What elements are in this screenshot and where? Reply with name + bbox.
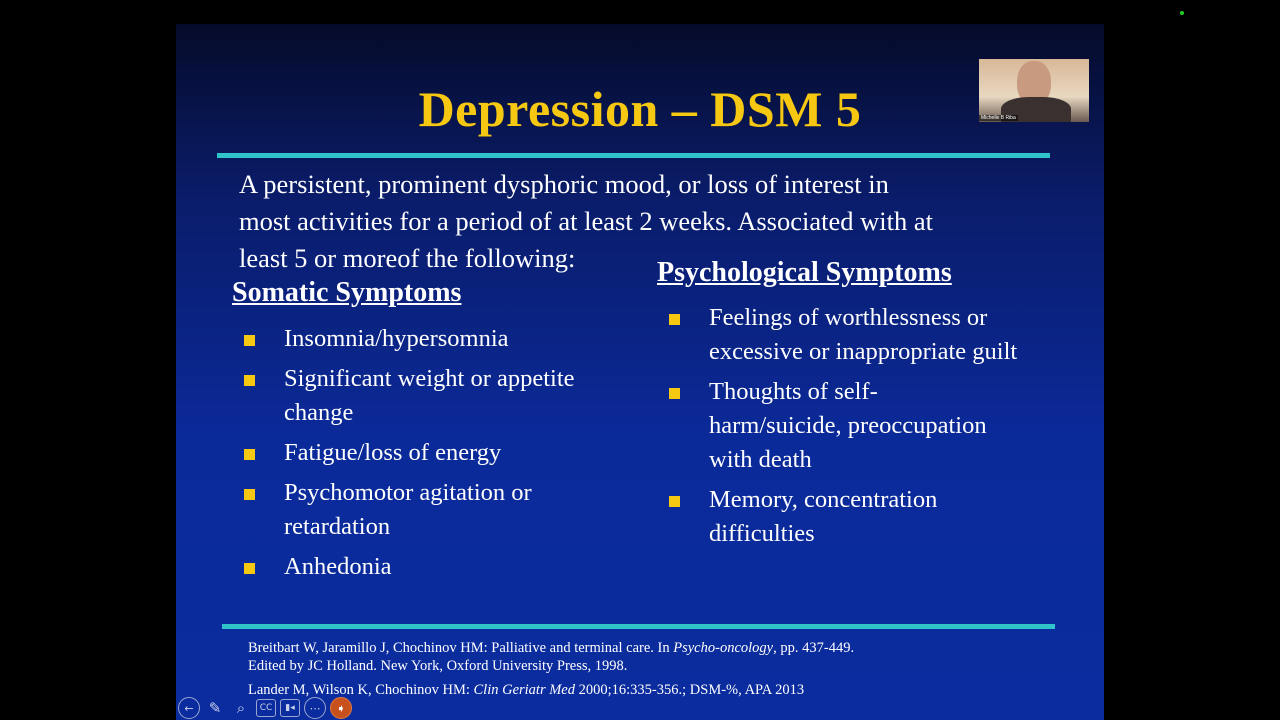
ref-text: Lander M, Wilson K, Chochinov HM: (248, 682, 474, 698)
ref-journal: Psycho-oncology (673, 640, 774, 656)
intro-line: least 5 or moreof the following: (239, 243, 576, 273)
bullet-item: Significant weight or appetite change (244, 362, 624, 430)
presentation-slide: Depression – DSM 5 A persistent, promine… (176, 24, 1104, 720)
bullet-item: Insomnia/hypersomnia (244, 322, 624, 356)
title-divider (217, 153, 1050, 158)
zoom-icon[interactable]: ⌕ (236, 699, 246, 717)
intro-text: A persistent, prominent dysphoric mood, … (239, 166, 933, 277)
status-dot (1180, 11, 1184, 15)
intro-line: most activities for a period of at least… (239, 206, 933, 236)
bullet-text: excessive or inappropriate guilt (709, 338, 1018, 365)
bullet-square-icon (244, 335, 255, 346)
bullet-square-icon (244, 375, 255, 386)
bullet-square-icon (244, 563, 255, 574)
reference-2: Lander M, Wilson K, Chochinov HM: Clin G… (248, 681, 804, 699)
ref-text: Edited by JC Holland. New York, Oxford U… (248, 658, 628, 674)
ref-text: 2000;16:335-356.; DSM-%, APA 2013 (575, 682, 805, 698)
bullet-text: Significant weight or appetite (284, 365, 575, 392)
ref-text: Breitbart W, Jaramillo J, Chochinov HM: … (248, 640, 674, 656)
bullet-text: with death (709, 446, 812, 473)
bullet-square-icon (669, 496, 680, 507)
psychological-heading: Psychological Symptoms (657, 257, 952, 288)
bullet-text: Memory, concentration (709, 486, 938, 513)
slide-title: Depression – DSM 5 (418, 81, 862, 137)
captions-icon[interactable]: CC (256, 699, 276, 717)
bullet-text: difficulties (709, 520, 815, 547)
presenter-name: Michelle B Riba (979, 115, 1018, 121)
back-icon[interactable]: ← (178, 697, 200, 719)
bullet-square-icon (244, 449, 255, 460)
bullet-square-icon (244, 489, 255, 500)
bullet-text: retardation (284, 513, 391, 540)
slideshow-toolbar: ← ✎ ⌕ CC ▮◂ ⋯ ➧ (178, 697, 352, 719)
bullet-text: Anhedonia (284, 553, 392, 580)
bullet-item: Thoughts of self-harm/suicide, preoccupa… (669, 375, 1069, 477)
bullet-item: Feelings of worthlessness or excessive or… (669, 301, 1069, 369)
bullet-item: Memory, concentration difficulties (669, 483, 1069, 551)
bullet-text: Feelings of worthlessness or (709, 304, 988, 331)
more-icon[interactable]: ⋯ (304, 697, 326, 719)
bullet-square-icon (669, 314, 680, 325)
webcam-thumbnail[interactable]: Michelle B Riba (979, 59, 1089, 122)
bullet-text: Thoughts of self- (709, 378, 878, 405)
bullet-text: Psychomotor agitation or (284, 479, 532, 506)
bullet-item: Fatigue/loss of energy (244, 436, 624, 470)
psychological-list: Feelings of worthlessness or excessive or… (669, 301, 1069, 557)
reference-1: Breitbart W, Jaramillo J, Chochinov HM: … (248, 639, 854, 675)
pointer-icon[interactable]: ➧ (330, 697, 352, 719)
bullet-item: Psychomotor agitation or retardation (244, 476, 624, 544)
bullet-text: Fatigue/loss of energy (284, 439, 502, 466)
ref-text: , pp. 437-449. (773, 640, 855, 656)
somatic-list: Insomnia/hypersomnia Significant weight o… (244, 322, 624, 590)
bullet-item: Anhedonia (244, 550, 624, 584)
intro-line: A persistent, prominent dysphoric mood, … (239, 169, 889, 199)
bullet-text: change (284, 399, 354, 426)
bullet-text: harm/suicide, preoccupation (709, 412, 987, 439)
ref-journal: Clin Geriatr Med (473, 682, 576, 698)
video-icon[interactable]: ▮◂ (280, 699, 300, 717)
footer-divider (222, 624, 1055, 629)
bullet-square-icon (669, 388, 680, 399)
pen-icon[interactable]: ✎ (208, 699, 222, 717)
somatic-heading: Somatic Symptoms (232, 277, 462, 308)
bullet-text: Insomnia/hypersomnia (284, 325, 509, 352)
